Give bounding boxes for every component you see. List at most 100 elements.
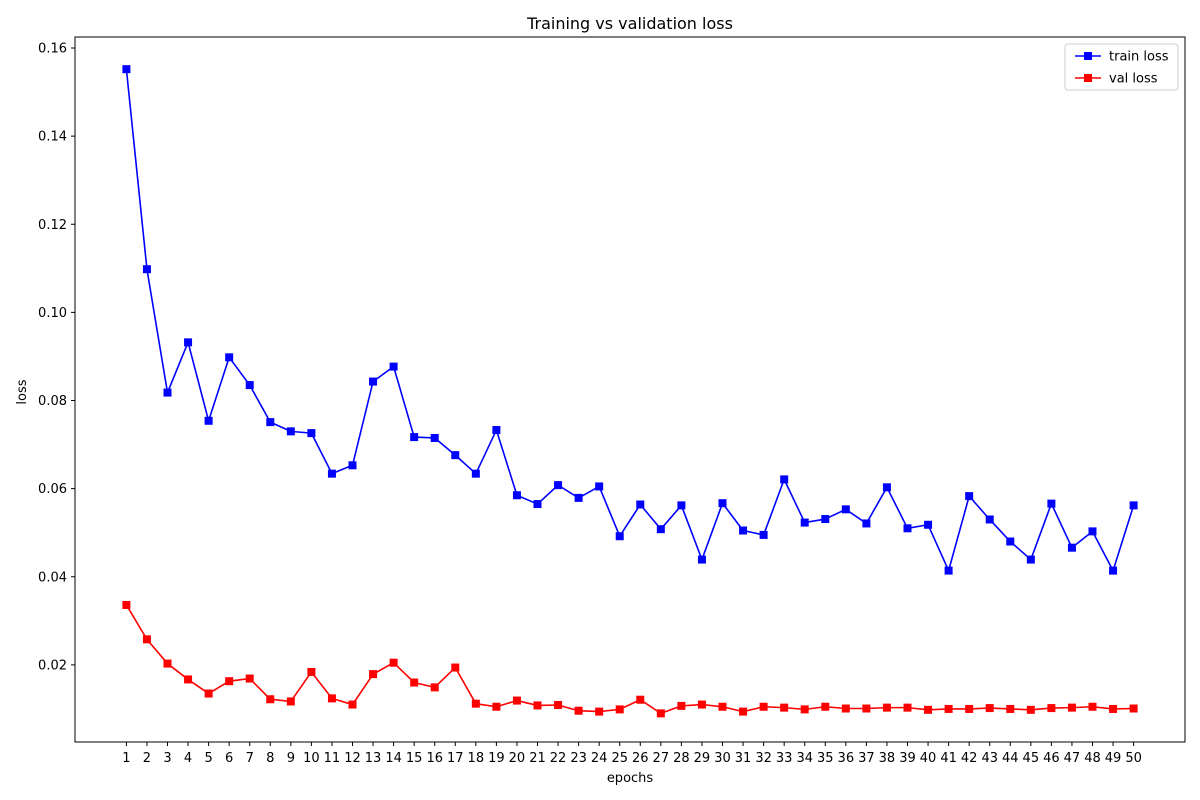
series-1-marker bbox=[739, 526, 748, 535]
series-2-marker bbox=[451, 663, 460, 672]
series-2-marker bbox=[615, 705, 624, 714]
series-2-marker bbox=[533, 701, 542, 710]
x-axis: 1 2 3 4 5 6 7 8 9 10 11 12 13 14 15 16 17 18 19 20 21 22 23 24 2… bbox=[122, 742, 1142, 766]
series-1-marker bbox=[574, 493, 583, 502]
series-2-marker bbox=[512, 696, 521, 705]
x-tick-label: 28 bbox=[673, 751, 690, 766]
legend: train loss val loss bbox=[1064, 43, 1179, 91]
plot-area bbox=[74, 36, 1186, 743]
series-1-marker bbox=[800, 518, 809, 527]
series-1-marker bbox=[225, 353, 234, 362]
series-2-marker bbox=[369, 670, 378, 679]
y-tick-label: 0.04 bbox=[38, 570, 67, 585]
legend-marker-2 bbox=[1084, 74, 1092, 82]
series-2-marker bbox=[821, 702, 830, 711]
series-2-marker bbox=[348, 700, 357, 709]
series-2-marker bbox=[718, 702, 727, 711]
x-tick-label: 15 bbox=[406, 751, 423, 766]
series-2-marker bbox=[985, 704, 994, 713]
series-2-marker bbox=[163, 659, 172, 668]
x-tick-label: 42 bbox=[961, 751, 978, 766]
x-tick-label: 25 bbox=[611, 751, 628, 766]
series-2-marker bbox=[410, 678, 419, 687]
x-tick-label: 33 bbox=[776, 751, 793, 766]
series-2-marker bbox=[965, 704, 974, 713]
x-tick-label: 12 bbox=[344, 751, 361, 766]
series-2-marker bbox=[677, 701, 686, 710]
series-2-marker bbox=[903, 703, 912, 712]
series-2-marker bbox=[184, 675, 193, 684]
series-1-marker bbox=[1047, 499, 1056, 508]
x-tick-label: 40 bbox=[920, 751, 937, 766]
series-1-marker bbox=[595, 482, 604, 491]
x-tick-label: 50 bbox=[1125, 751, 1142, 766]
series-1-marker bbox=[697, 555, 706, 564]
series-2-marker bbox=[1129, 704, 1138, 713]
y-tick-label: 0.08 bbox=[38, 394, 67, 409]
series-2-marker bbox=[307, 667, 316, 676]
y-tick-label: 0.06 bbox=[38, 482, 67, 497]
series-1-marker bbox=[780, 475, 789, 484]
series-1-marker bbox=[327, 469, 336, 478]
x-tick-label: 18 bbox=[468, 751, 485, 766]
series-2-marker bbox=[739, 707, 748, 716]
series-2-marker bbox=[142, 635, 151, 644]
x-tick-label: 32 bbox=[755, 751, 772, 766]
legend-marker-1 bbox=[1084, 52, 1092, 60]
series-1-marker bbox=[512, 491, 521, 500]
series-1-marker bbox=[1006, 537, 1015, 546]
series-1-marker bbox=[369, 377, 378, 386]
series-2-marker bbox=[327, 694, 336, 703]
series-1-marker bbox=[944, 566, 953, 575]
series-1-marker bbox=[862, 519, 871, 528]
plot-frame bbox=[74, 36, 1186, 743]
legend-label-1: train loss bbox=[1109, 50, 1169, 65]
series-1-marker bbox=[841, 505, 850, 514]
chart-title: Training vs validation loss bbox=[526, 14, 733, 33]
series-2-marker bbox=[862, 704, 871, 713]
x-tick-label: 10 bbox=[303, 751, 320, 766]
series-2-marker bbox=[492, 702, 501, 711]
series-2-marker bbox=[574, 706, 583, 715]
y-tick-label: 0.12 bbox=[38, 218, 67, 233]
series-2-marker bbox=[1006, 704, 1015, 713]
x-tick-label: 13 bbox=[365, 751, 382, 766]
legend-label-2: val loss bbox=[1109, 72, 1158, 87]
x-tick-label: 24 bbox=[591, 751, 608, 766]
y-axis-title: loss bbox=[15, 379, 30, 404]
x-tick-label: 6 bbox=[225, 751, 233, 766]
series-1-marker bbox=[245, 381, 254, 390]
series-1-marker bbox=[307, 429, 316, 438]
x-tick-label: 31 bbox=[735, 751, 752, 766]
series-2-marker bbox=[122, 600, 131, 609]
series-1-marker bbox=[184, 338, 193, 347]
series-2-marker bbox=[1047, 704, 1056, 713]
series-1-marker bbox=[903, 524, 912, 533]
series-1-marker bbox=[163, 388, 172, 397]
x-tick-label: 2 bbox=[143, 751, 151, 766]
x-tick-label: 23 bbox=[570, 751, 587, 766]
series-1-marker bbox=[348, 461, 357, 470]
x-tick-label: 7 bbox=[246, 751, 254, 766]
x-tick-label: 1 bbox=[122, 751, 130, 766]
y-tick-label: 0.14 bbox=[38, 130, 67, 145]
series-2-marker bbox=[697, 700, 706, 709]
x-tick-label: 43 bbox=[981, 751, 998, 766]
series-2-marker bbox=[225, 677, 234, 686]
y-tick-label: 0.16 bbox=[38, 42, 67, 57]
x-tick-label: 46 bbox=[1043, 751, 1060, 766]
series-1-marker bbox=[821, 515, 830, 524]
series-2-marker bbox=[204, 689, 213, 698]
series-2-marker bbox=[1067, 703, 1076, 712]
x-tick-label: 26 bbox=[632, 751, 649, 766]
series-1-marker bbox=[471, 469, 480, 478]
x-tick-label: 48 bbox=[1084, 751, 1101, 766]
series-1-marker bbox=[615, 532, 624, 541]
series-1-marker bbox=[718, 499, 727, 508]
x-tick-label: 3 bbox=[163, 751, 171, 766]
series-2-marker bbox=[841, 704, 850, 713]
series-1-marker bbox=[122, 65, 131, 74]
series-2-marker bbox=[1088, 702, 1097, 711]
series-2-marker bbox=[266, 695, 275, 704]
series-1-marker bbox=[204, 416, 213, 425]
